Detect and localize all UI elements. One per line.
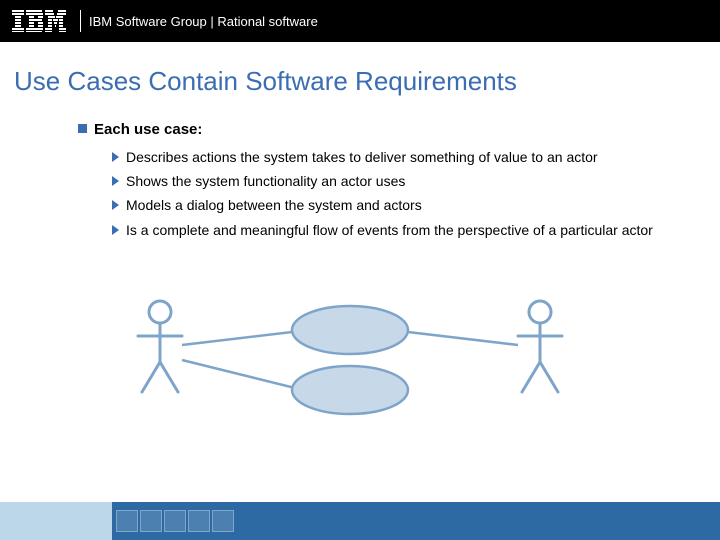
list-item: Describes actions the system takes to de… bbox=[112, 148, 660, 166]
slide-title: Use Cases Contain Software Requirements bbox=[0, 42, 720, 97]
footer-light-segment bbox=[0, 502, 112, 540]
footer-bar bbox=[0, 502, 720, 540]
header-divider bbox=[80, 10, 81, 32]
footer-dark-segment bbox=[112, 502, 720, 540]
footer-decoration bbox=[116, 510, 234, 532]
list-item: Models a dialog between the system and a… bbox=[112, 196, 660, 214]
content-area: Each use case: Describes actions the sys… bbox=[0, 97, 720, 239]
header-text: IBM Software Group | Rational software bbox=[89, 14, 318, 29]
subheading: Each use case: bbox=[78, 121, 660, 138]
ibm-logo bbox=[12, 10, 66, 32]
usecase-diagram bbox=[120, 290, 580, 450]
header-bar: IBM Software Group | Rational software bbox=[0, 0, 720, 42]
bullet-list: Describes actions the system takes to de… bbox=[78, 148, 660, 239]
list-item: Shows the system functionality an actor … bbox=[112, 172, 660, 190]
list-item: Is a complete and meaningful flow of eve… bbox=[112, 221, 660, 239]
